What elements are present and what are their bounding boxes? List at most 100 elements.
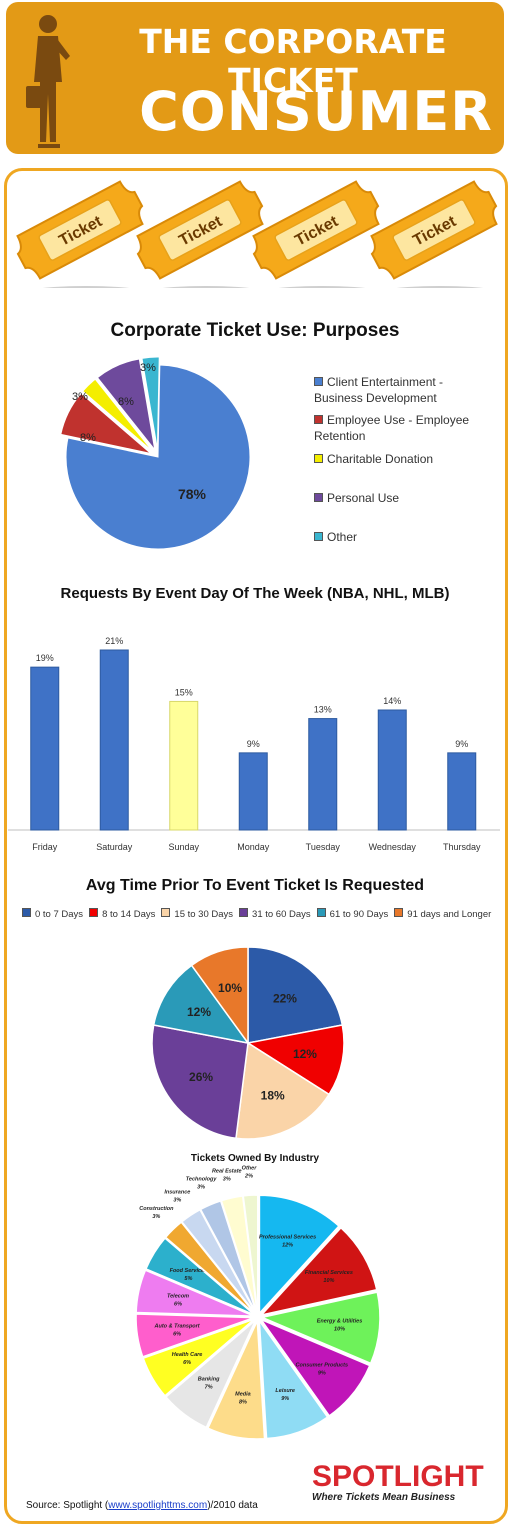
slice-category-label: Energy & Utilities [317,1319,363,1325]
slice-category-label: Insurance [164,1189,190,1195]
bar [238,752,268,831]
slice-category-label: Telecom [167,1293,189,1299]
pie-slice [141,356,160,450]
pie-slice [144,1237,256,1316]
pie-slice [258,1317,371,1417]
pie-slice [190,946,249,1046]
x-tick-label: Thursday [443,842,481,852]
legend-item: Employee Use - Employee Retention [314,412,474,444]
slice-label: 18% [261,1088,285,1102]
pie-slice [259,1226,378,1317]
bar [99,649,129,831]
legend-item: Personal Use [314,490,474,506]
x-tick-label: Saturday [96,842,133,852]
slice-category-label: Health Care [172,1352,203,1358]
logo-word: SPOTLIGHT [312,1460,484,1493]
slice-label: 12% [282,1243,293,1249]
legend-label: 8 to 14 Days [102,909,156,920]
pie-slice [235,1041,331,1140]
legend-item: 91 days and Longer [394,908,491,920]
legend-swatch [394,908,404,917]
slice-category-label: Consumer Products [296,1362,349,1368]
header-title-line2: CONSUMER [139,80,493,143]
slice-label: 9% [281,1396,289,1402]
footer-prefix: Source: Spotlight ( [26,1500,109,1511]
slice-category-label: Construction [139,1206,174,1212]
legend-label: 0 to 7 Days [35,909,84,920]
source-link[interactable]: www.spotlighttms.com [108,1500,208,1511]
bar-label: 15% [175,687,193,697]
bar [308,718,338,831]
chart3-legend: 0 to 7 Days 8 to 14 Days 15 to 30 Days 31 t… [22,908,492,920]
chart4-title: Tickets Owned By Industry [190,1153,320,1164]
slice-category-label: Food Services [170,1268,208,1274]
slice-category-label: Leisure [275,1388,295,1394]
legend-item: 31 to 60 Days [239,908,311,920]
header-banner: THE CORPORATE TICKET CONSUMER [6,2,504,154]
pie-slice [247,946,344,1044]
slice-category-label: Banking [198,1376,220,1382]
bar-label: 21% [105,636,123,646]
slice-label: 8% [118,396,134,408]
slice-label: 7% [205,1384,213,1390]
slice-label: 10% [334,1327,345,1333]
bar-label: 14% [383,696,401,706]
slice-label: 78% [178,486,207,502]
x-tick-label: Monday [237,842,270,852]
legend-item: 8 to 14 Days [89,908,156,920]
slice-label: 10% [218,981,242,995]
slice-category-label: Media [235,1391,251,1397]
chart3-pie: 22% 12% 18% 26% 12% 10% [151,946,345,1140]
slice-category-label: Auto & Transport [154,1324,201,1330]
ticket-row: Ticket Ticket Ticket Ticket [16,180,498,288]
slice-category-label: Real Estate [212,1168,242,1174]
legend-label: 31 to 60 Days [252,909,311,920]
chart2-bar: 19% Friday 21% Saturday 15% Sunday 9% Monday 13%… [8,636,500,852]
slice-label: 6% [183,1360,191,1366]
slice-category-label: Financial Services [305,1270,353,1276]
legend-swatch [314,415,323,424]
bar-label: 9% [247,739,260,749]
pie-slice [206,1320,266,1440]
legend-item: Charitable Donation [314,451,474,467]
slice-label: 8% [239,1399,247,1405]
bar-label: 19% [36,653,54,663]
pie-slice [259,1291,381,1365]
bar [447,752,477,831]
legend-swatch [314,493,323,502]
slice-label: 10% [323,1278,334,1284]
pie-slice [82,378,153,452]
ticket-icon: Ticket [136,180,264,288]
slice-label: 8% [80,432,96,444]
legend-swatch [314,532,323,541]
slice-label: 3% [152,1214,160,1220]
slice-category-label: Other [242,1165,258,1171]
pie-slice [164,1319,257,1429]
legend-swatch [314,377,323,386]
footer-suffix: )/2010 data [207,1500,258,1511]
pie-slice [242,1194,259,1314]
chart1-pie: 78% 8% 3% 8% 3% [60,356,251,550]
slice-label: 2% [244,1173,253,1179]
ticket-icon: Ticket [252,180,380,288]
legend-label: Other [327,530,358,544]
header-title-line1: THE CORPORATE TICKET [139,22,447,100]
legend-swatch [22,908,31,917]
legend-item: 15 to 30 Days [161,908,233,920]
slice-label: 3% [72,391,88,403]
pie-slice [258,1194,341,1316]
pie-slice [151,1024,249,1140]
slice-category-label: Technology [186,1177,218,1183]
chart1-title: Corporate Ticket Use: Purposes [110,320,400,341]
pie-slice [135,1313,255,1358]
chart2-title: Requests By Event Day Of The Week (NBA, … [60,585,450,602]
businessman-icon [26,15,70,148]
slice-label: 6% [173,1332,181,1338]
legend-item: Other [314,529,474,545]
x-tick-label: Tuesday [306,842,341,852]
pie-slice [142,1318,256,1397]
source-footer: Source: Spotlight (www.spotlighttms.com)… [26,1500,258,1511]
slice-label: 6% [174,1301,182,1307]
slice-label: 22% [273,991,297,1005]
bar [377,709,407,831]
